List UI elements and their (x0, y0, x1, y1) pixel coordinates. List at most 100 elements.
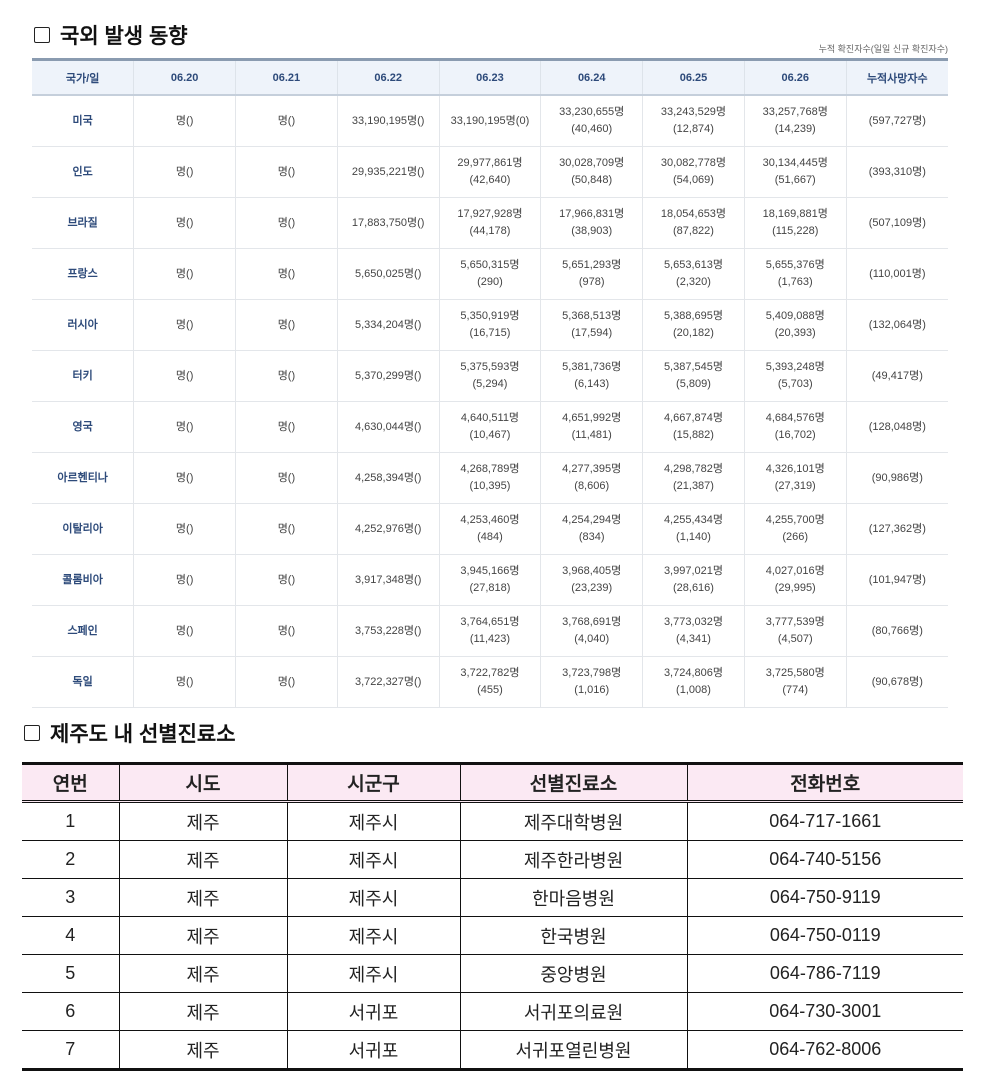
daily-new-cases: (5,809) (676, 378, 711, 390)
case-count-cell: 명() (235, 299, 338, 351)
case-count-cell: 명() (235, 146, 338, 198)
case-total: 5,368,513명 (562, 310, 622, 322)
case-total: 명() (175, 267, 194, 280)
case-count-cell: 명() (235, 197, 338, 249)
daily-new-cases: (2,320) (676, 276, 711, 288)
column-header: 시도 (119, 763, 288, 803)
daily-new-cases: (38,903) (571, 225, 613, 237)
case-total: 4,667,874명 (663, 412, 723, 424)
case-total: 4,258,394명() (354, 471, 422, 484)
case-total: (393,310명) (868, 165, 926, 178)
case-count-cell: 명() (235, 656, 338, 708)
case-count-cell: 명() (235, 554, 338, 606)
case-count-cell: 33,243,529명 (12,874) (642, 95, 745, 147)
case-count-cell: 4,326,101명 (27,319) (744, 452, 847, 504)
case-total: 4,255,434명 (663, 514, 723, 526)
overseas-cases-table: 국가/일 06.20 06.21 06.22 06.23 06.24 06.25 06.26 누… (32, 58, 948, 708)
case-total: 명() (175, 420, 194, 433)
case-count-cell: 18,054,653명 (87,822) (642, 197, 745, 249)
daily-new-cases: (50,848) (571, 174, 613, 186)
case-total: 30,134,445명 (762, 157, 828, 169)
daily-new-cases: (5,703) (777, 378, 813, 390)
case-count-cell: 3,945,166명 (27,818) (439, 554, 542, 606)
table-row: 7 제주 서귀포 서귀포열린병원 064-762-8006 (22, 1030, 963, 1070)
table-row: 인도 명() 명() 29,935,221명() 29,977,861명 (42,640)… (32, 146, 948, 198)
case-count-cell: 명() (133, 452, 237, 504)
case-count-cell: 4,277,395명 (8,606) (540, 452, 644, 504)
case-total: 명() (277, 522, 296, 535)
country-cell: 콜롬비아 (32, 554, 135, 606)
case-total: 4,651,992명 (562, 412, 622, 424)
case-total: 4,630,044명() (354, 420, 422, 433)
checkbox-square-icon (34, 27, 50, 43)
daily-new-cases: (4,040) (574, 633, 610, 645)
case-total: (90,986명) (871, 471, 923, 484)
table-cell: 5 (22, 954, 120, 993)
case-count-cell: 3,753,228명() (337, 605, 440, 657)
country-cell: 프랑스 (32, 248, 135, 300)
case-count-cell: 명() (133, 656, 237, 708)
case-count-cell: 명() (235, 401, 338, 453)
table-row: 5 제주 제주시 중앙병원 064-786-7119 (22, 954, 963, 993)
case-count-cell: 4,027,016명 (29,995) (744, 554, 847, 606)
case-total: 5,651,293명 (562, 259, 622, 271)
table-row: 3 제주 제주시 한마음병원 064-750-9119 (22, 878, 963, 917)
case-count-cell: 5,370,299명() (337, 350, 440, 402)
case-total: 17,927,928명 (457, 208, 523, 220)
section-title-text: 국외 발생 동향 (60, 25, 188, 48)
daily-new-cases: (1,008) (676, 684, 711, 696)
daily-new-cases: (6,143) (574, 378, 610, 390)
daily-new-cases: (16,702) (774, 429, 816, 441)
country-cell: 스페인 (32, 605, 135, 657)
case-total: 명() (277, 624, 296, 637)
case-count-cell: 18,169,881명 (115,228) (744, 197, 847, 249)
case-total: 명() (277, 675, 296, 688)
case-total: 5,650,315명 (460, 259, 520, 271)
case-total: 명() (175, 573, 194, 586)
case-total: 33,190,195명(0) (450, 114, 530, 127)
case-total: 명() (175, 114, 194, 127)
case-total: 3,968,405명 (562, 565, 622, 577)
case-total: 18,054,653명 (660, 208, 727, 220)
table-row: 2 제주 제주시 제주한라병원 064-740-5156 (22, 840, 963, 879)
case-count-cell: 17,883,750명() (337, 197, 440, 249)
case-count-cell: 4,640,511명 (10,467) (439, 401, 542, 453)
country-cell: 영국 (32, 401, 135, 453)
case-total: (101,947명) (868, 573, 926, 586)
table-cell: 제주 (119, 916, 288, 955)
country-cell: 터키 (32, 350, 135, 402)
case-count-cell: 3,764,651명 (11,423) (439, 605, 542, 657)
table-cell: 제주 (119, 992, 288, 1031)
table-row: 영국 명() 명() 4,630,044명() 4,640,511명 (10,467) 4,… (32, 401, 948, 453)
daily-new-cases: (834) (578, 531, 605, 543)
daily-new-cases: (15,882) (672, 429, 714, 441)
daily-new-cases: (42,640) (469, 174, 511, 186)
case-count-cell: 명() (133, 350, 237, 402)
daily-new-cases: (4,341) (676, 633, 711, 645)
screening-clinic-table: 연번 시도 시군구 선별진료소 전화번호 1 제주 제주시 제주대학병원 064-717-166… (22, 762, 963, 1071)
case-count-cell: 3,777,539명 (4,507) (744, 605, 847, 657)
column-header: 06.23 (439, 59, 542, 96)
case-total: (507,109명) (868, 216, 926, 229)
case-total: 29,935,221명() (351, 165, 425, 178)
case-total: 5,381,736명 (562, 361, 622, 373)
daily-new-cases: (14,239) (774, 123, 816, 135)
case-count-cell: 29,935,221명() (337, 146, 440, 198)
case-total: 33,230,655명 (559, 106, 625, 118)
case-count-cell: 5,375,593명 (5,294) (439, 350, 542, 402)
case-count-cell: 5,393,248명 (5,703) (744, 350, 847, 402)
case-total: 3,997,021명 (663, 565, 723, 577)
case-total: 3,773,032명 (663, 616, 723, 628)
case-count-cell: 4,255,434명 (1,140) (642, 503, 745, 555)
case-count-cell: 4,298,782명 (21,387) (642, 452, 745, 504)
case-total: 4,640,511명 (460, 412, 520, 424)
table-row: 터키 명() 명() 5,370,299명() 5,375,593명 (5,294) 5,3… (32, 350, 948, 402)
case-total: 명() (175, 675, 194, 688)
case-count-cell: 4,667,874명 (15,882) (642, 401, 745, 453)
country-cell: 인도 (32, 146, 135, 198)
case-count-cell: 4,630,044명() (337, 401, 440, 453)
daily-new-cases: (16,715) (469, 327, 511, 339)
table-cell: 064-730-3001 (687, 992, 963, 1031)
table-cell: 제주대학병원 (460, 801, 688, 841)
case-count-cell: 명() (235, 350, 338, 402)
